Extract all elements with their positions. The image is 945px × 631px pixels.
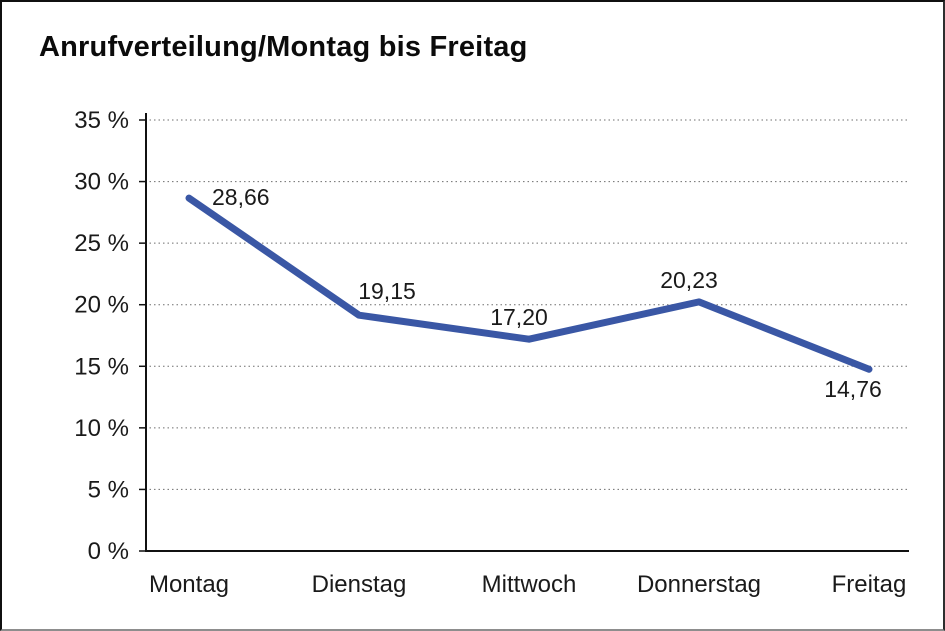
x-category-label: Montag [149,571,229,598]
y-tick-label: 35 % [74,107,129,134]
x-category-label: Dienstag [312,571,407,598]
chart-title: Anrufverteilung/Montag bis Freitag [39,31,528,63]
data-point-label: 20,23 [660,267,718,293]
y-tick-label: 30 % [74,169,129,196]
y-tick-label: 15 % [74,353,129,380]
y-tick-label: 10 % [74,415,129,442]
y-tick-label: 5 % [88,476,129,503]
x-category-label: Donnerstag [637,571,761,598]
y-tick-label: 0 % [88,538,129,565]
x-category-label: Mittwoch [482,571,577,598]
data-point-label: 28,66 [212,184,270,210]
y-tick-label: 20 % [74,292,129,319]
data-point-label: 17,20 [490,304,548,330]
data-point-label: 14,76 [824,376,882,402]
series-line [185,194,873,373]
y-tick-label: 25 % [74,230,129,257]
data-point-label: 19,15 [358,278,416,304]
x-category-label: Freitag [832,571,907,598]
